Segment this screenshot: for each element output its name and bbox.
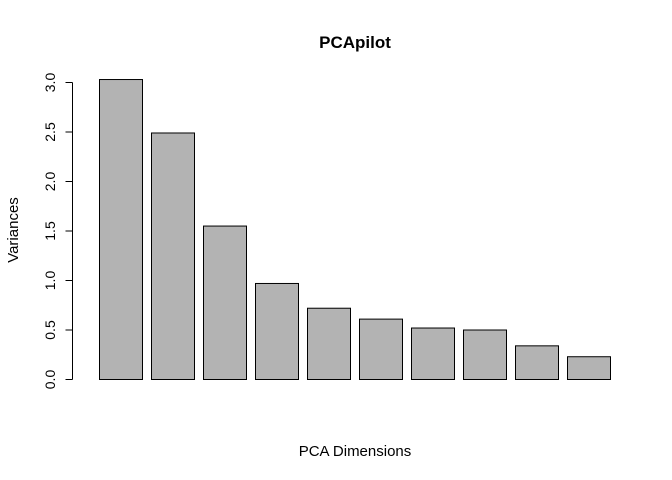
y-tick-label: 0.0 — [42, 370, 58, 390]
bar-7 — [411, 327, 455, 380]
y-axis: 0.0 0.5 1.0 1.5 2.0 2.5 3.0 — [42, 73, 73, 390]
bar-2 — [151, 132, 195, 380]
bar-8 — [463, 329, 507, 380]
y-tick-label: 2.5 — [42, 122, 58, 142]
bar-9 — [515, 345, 559, 380]
bar-4 — [255, 282, 299, 380]
y-tick-label: 2.0 — [42, 172, 58, 192]
bars — [99, 79, 611, 381]
bar-1 — [99, 79, 143, 380]
bar-5 — [307, 307, 351, 380]
y-tick-label: 1.0 — [42, 271, 58, 291]
x-axis-label: PCA Dimensions — [299, 443, 412, 460]
y-tick-label: 0.5 — [42, 320, 58, 340]
y-tick-label: 1.5 — [42, 221, 58, 241]
y-axis-label: Variances — [5, 197, 22, 263]
chart-title: PCApilot — [319, 33, 391, 52]
y-tick-label: 3.0 — [42, 73, 58, 93]
bar-3 — [203, 225, 247, 380]
bar-10 — [567, 356, 611, 381]
bar-6 — [359, 318, 403, 380]
